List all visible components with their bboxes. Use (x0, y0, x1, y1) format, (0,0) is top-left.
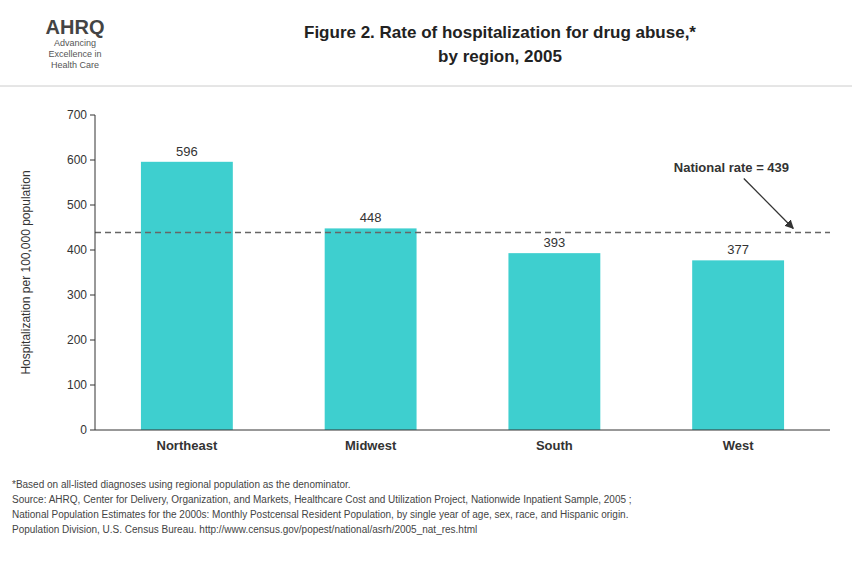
reference-line (95, 232, 830, 234)
y-tick-label: 700 (67, 108, 87, 122)
bar (692, 260, 784, 430)
subtitle: by region, 2005 (438, 47, 562, 66)
bar (141, 162, 233, 430)
bar (325, 228, 417, 430)
data-label: 377 (727, 242, 749, 257)
y-tick (90, 385, 95, 386)
y-tick-label: 200 (67, 333, 87, 347)
axes: 0 100 200 300 400 500 600 700 Northeast Midwest So… (19, 108, 830, 453)
x-axis-line (95, 430, 830, 431)
bar (508, 253, 600, 430)
data-labels: 596 448 393 377 (176, 144, 749, 258)
y-tick-label: 500 (67, 198, 87, 212)
y-tick-label: 400 (67, 243, 87, 257)
header: AHRQAdvancingExcellence inHealth Care Fig… (0, 16, 852, 86)
data-label: 393 (544, 235, 566, 250)
y-tick-label: 300 (67, 288, 87, 302)
data-label: 596 (176, 144, 198, 159)
plot (95, 162, 830, 430)
logo-line: Advancing (54, 38, 96, 48)
chart-container: AHRQAdvancingExcellence inHealth Care Fig… (0, 0, 852, 576)
chart-svg: AHRQAdvancingExcellence inHealth Care Fig… (0, 0, 852, 576)
y-tick-label: 100 (67, 378, 87, 392)
y-tick (90, 115, 95, 116)
y-tick (90, 340, 95, 341)
x-tick-label: South (536, 438, 573, 453)
logo: AHRQAdvancingExcellence inHealth Care (46, 16, 105, 70)
logo-line: Health Care (51, 60, 99, 70)
y-tick (90, 430, 95, 431)
annotation: National rate = 439 (674, 160, 793, 228)
title: Figure 2. Rate of hospitalization for dr… (304, 23, 696, 42)
logo-title: AHRQ (46, 16, 105, 38)
note: Population Division, U.S. Census Bureau.… (12, 524, 477, 535)
data-label: 448 (360, 210, 382, 225)
y-axis-line (95, 115, 96, 430)
logo-line: Excellence in (48, 49, 101, 59)
notes: *Based on all-listed diagnoses using reg… (12, 479, 632, 535)
note: *Based on all-listed diagnoses using reg… (12, 479, 351, 490)
annotation-text: National rate = 439 (674, 160, 789, 175)
y-tick (90, 250, 95, 251)
y-tick-label: 0 (80, 423, 87, 437)
y-tick-label: 600 (67, 153, 87, 167)
reference-line-group (95, 232, 830, 233)
note: National Population Estimates for the 20… (12, 509, 628, 520)
y-axis-label: Hospitalization per 100,000 population (19, 170, 33, 374)
y-tick (90, 205, 95, 206)
note: Source: AHRQ, Center for Delivery, Organ… (12, 494, 632, 505)
header-rule (0, 86, 852, 87)
bars (141, 162, 784, 430)
x-tick-label: Midwest (345, 438, 397, 453)
annotation-arrow (744, 178, 793, 228)
y-tick (90, 295, 95, 296)
y-tick (90, 160, 95, 161)
x-tick-label: West (723, 438, 754, 453)
x-tick-label: Northeast (157, 438, 218, 453)
